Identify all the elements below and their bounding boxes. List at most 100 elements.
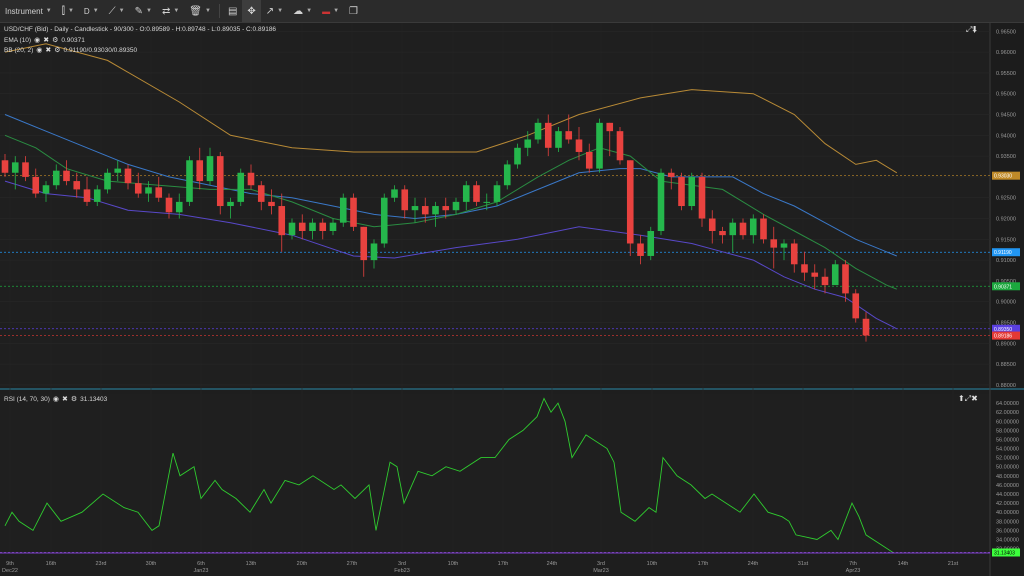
close-icon[interactable]: ✖ bbox=[43, 37, 50, 44]
pencil-button[interactable]: ✎ ▼ bbox=[130, 0, 157, 22]
y-tick-label: 0.96500 bbox=[996, 29, 1016, 35]
candle-body bbox=[514, 147, 521, 165]
candle-body bbox=[370, 243, 378, 261]
rsi-y-tick-label: 44.00000 bbox=[996, 492, 1019, 498]
candle-body bbox=[339, 197, 347, 223]
candle-body bbox=[544, 122, 552, 148]
candle-body bbox=[657, 172, 665, 231]
pane-controls-icon[interactable]: ⬆⤢✖ bbox=[958, 394, 978, 403]
timeframe-button[interactable]: D ▼ bbox=[79, 0, 104, 22]
candle-body bbox=[575, 139, 583, 152]
y-tick-label: 0.88000 bbox=[996, 383, 1016, 389]
rsi-y-tick-label: 46.00000 bbox=[996, 483, 1019, 489]
candle-body bbox=[360, 226, 368, 261]
toolbar: Instrument ▼ ⫿ ▼ D ▼ ⟋ ▼ ✎ ▼ ⇄ ▼ 🗑 ▼ ▤ ✥ ↗ ▼ ☁ ▼ … bbox=[0, 0, 1024, 23]
chevron-down-icon: ▼ bbox=[204, 8, 211, 14]
candle-body bbox=[503, 164, 511, 186]
rsi-pane-bg bbox=[0, 394, 990, 554]
candle-body bbox=[801, 264, 808, 273]
arrow-button[interactable]: ↗ ▼ bbox=[261, 0, 288, 22]
candle-body bbox=[73, 181, 81, 190]
language-button[interactable]: ▬ ▼ bbox=[317, 0, 344, 22]
candle-body bbox=[309, 222, 316, 231]
candle-body bbox=[739, 222, 747, 236]
candle-body bbox=[719, 231, 726, 236]
maximize-icon[interactable]: ⤢⬇ bbox=[966, 25, 978, 34]
candle-body bbox=[186, 160, 193, 202]
y-tick-label: 0.88500 bbox=[996, 362, 1016, 368]
candle-body bbox=[729, 222, 737, 236]
delete-button[interactable]: 🗑 ▼ bbox=[184, 0, 216, 22]
rsi-level-tag bbox=[992, 548, 1020, 557]
close-icon[interactable]: ✖ bbox=[45, 47, 52, 54]
price-level-tag bbox=[992, 331, 1020, 340]
rsi-y-tick-label: 62.00000 bbox=[996, 410, 1019, 416]
rsi-y-tick-label: 48.00000 bbox=[996, 474, 1019, 480]
candle-body bbox=[227, 201, 234, 207]
candle-body bbox=[411, 206, 419, 211]
x-tick-label: 27th bbox=[347, 561, 358, 567]
eye-icon[interactable]: ◉ bbox=[36, 47, 43, 54]
rsi-y-tick-label: 54.00000 bbox=[996, 447, 1019, 453]
rsi-legend-label: RSI (14, 70, 30) bbox=[4, 395, 50, 403]
candle-body bbox=[175, 201, 183, 213]
eye-icon[interactable]: ◉ bbox=[52, 396, 59, 403]
rsi-y-tick-label: 38.00000 bbox=[996, 519, 1019, 525]
settings-icon[interactable]: ⚙ bbox=[52, 37, 59, 44]
candle-body bbox=[698, 176, 706, 219]
window-button[interactable]: ❐ bbox=[344, 0, 363, 22]
candle-body bbox=[831, 264, 839, 286]
chevron-down-icon: ▼ bbox=[92, 8, 99, 14]
candle-body bbox=[196, 160, 204, 182]
chevron-down-icon: ▼ bbox=[145, 8, 152, 14]
candle-body bbox=[821, 276, 829, 286]
layout-button[interactable]: ▤ bbox=[223, 0, 242, 22]
x-tick-label: 20th bbox=[297, 561, 308, 567]
close-icon[interactable]: ✖ bbox=[62, 396, 68, 403]
indicators-button[interactable]: ⇄ ▼ bbox=[157, 0, 184, 22]
settings-icon[interactable]: ⚙ bbox=[54, 47, 61, 54]
fullscreen-button[interactable]: ✥ bbox=[242, 0, 261, 22]
y-tick-label: 0.89500 bbox=[996, 321, 1016, 327]
candle-body bbox=[257, 185, 265, 202]
candle-body bbox=[452, 201, 460, 211]
pencil-icon: ✎ bbox=[134, 5, 143, 17]
chart-type-button[interactable]: ⫿ ▼ bbox=[57, 0, 79, 22]
y-tick-label: 0.91500 bbox=[996, 237, 1016, 243]
candle-body bbox=[555, 131, 562, 148]
settings-icon[interactable]: ⚙ bbox=[70, 396, 78, 403]
x-tick-label: 14th bbox=[898, 561, 909, 567]
y-tick-label: 0.90500 bbox=[996, 279, 1016, 285]
y-tick-label: 0.94500 bbox=[996, 113, 1016, 119]
chart-area[interactable]: 0.96500 0.96000 0.95500 0.95000 0.94500 0.940… bbox=[0, 23, 1024, 576]
y-tick-label: 0.92000 bbox=[996, 217, 1016, 223]
price-level-label: 0.90371 bbox=[994, 284, 1012, 290]
chart-canvas[interactable]: 0.96500 0.96000 0.95500 0.95000 0.94500 0.940… bbox=[0, 23, 1024, 576]
indicators-icon: ⇄ bbox=[161, 5, 171, 17]
candle-body bbox=[596, 122, 603, 169]
candle-body bbox=[678, 176, 685, 207]
x-tick-label: 6th bbox=[197, 561, 205, 567]
chevron-down-icon: ▼ bbox=[118, 8, 125, 14]
candle-body bbox=[288, 222, 296, 236]
y-tick-label: 0.96000 bbox=[996, 50, 1016, 56]
candle-body bbox=[770, 239, 778, 248]
rsi-legend: RSI (14, 70, 30) ◉ ✖ ⚙ 31.13403 bbox=[4, 395, 107, 404]
candle-body bbox=[155, 187, 163, 198]
x-tick-label: 13th bbox=[246, 561, 257, 567]
symbol-legend-text: USD/CHF (Bid) - Daily - Candlestick - 90… bbox=[4, 26, 277, 33]
rsi-y-tick-label: 52.00000 bbox=[996, 456, 1019, 462]
candle-body bbox=[329, 222, 337, 231]
x-tick-label: 10th bbox=[647, 561, 658, 567]
x-tick-label: Apr23 bbox=[846, 568, 861, 574]
weather-button[interactable]: ☁ ▼ bbox=[288, 0, 317, 22]
chevron-down-icon: ▼ bbox=[173, 8, 180, 14]
instrument-menu[interactable]: Instrument ▼ bbox=[0, 0, 57, 22]
draw-line-button[interactable]: ⟋ ▼ bbox=[104, 0, 130, 22]
ema-legend-label: EMA (10) bbox=[4, 36, 32, 44]
eye-icon[interactable]: ◉ bbox=[34, 37, 41, 44]
y-tick-label: 0.90000 bbox=[996, 300, 1016, 306]
rsi-y-tick-label: 56.00000 bbox=[996, 437, 1019, 443]
fullscreen-icon: ✥ bbox=[247, 5, 256, 17]
ema-line bbox=[4, 134, 897, 290]
